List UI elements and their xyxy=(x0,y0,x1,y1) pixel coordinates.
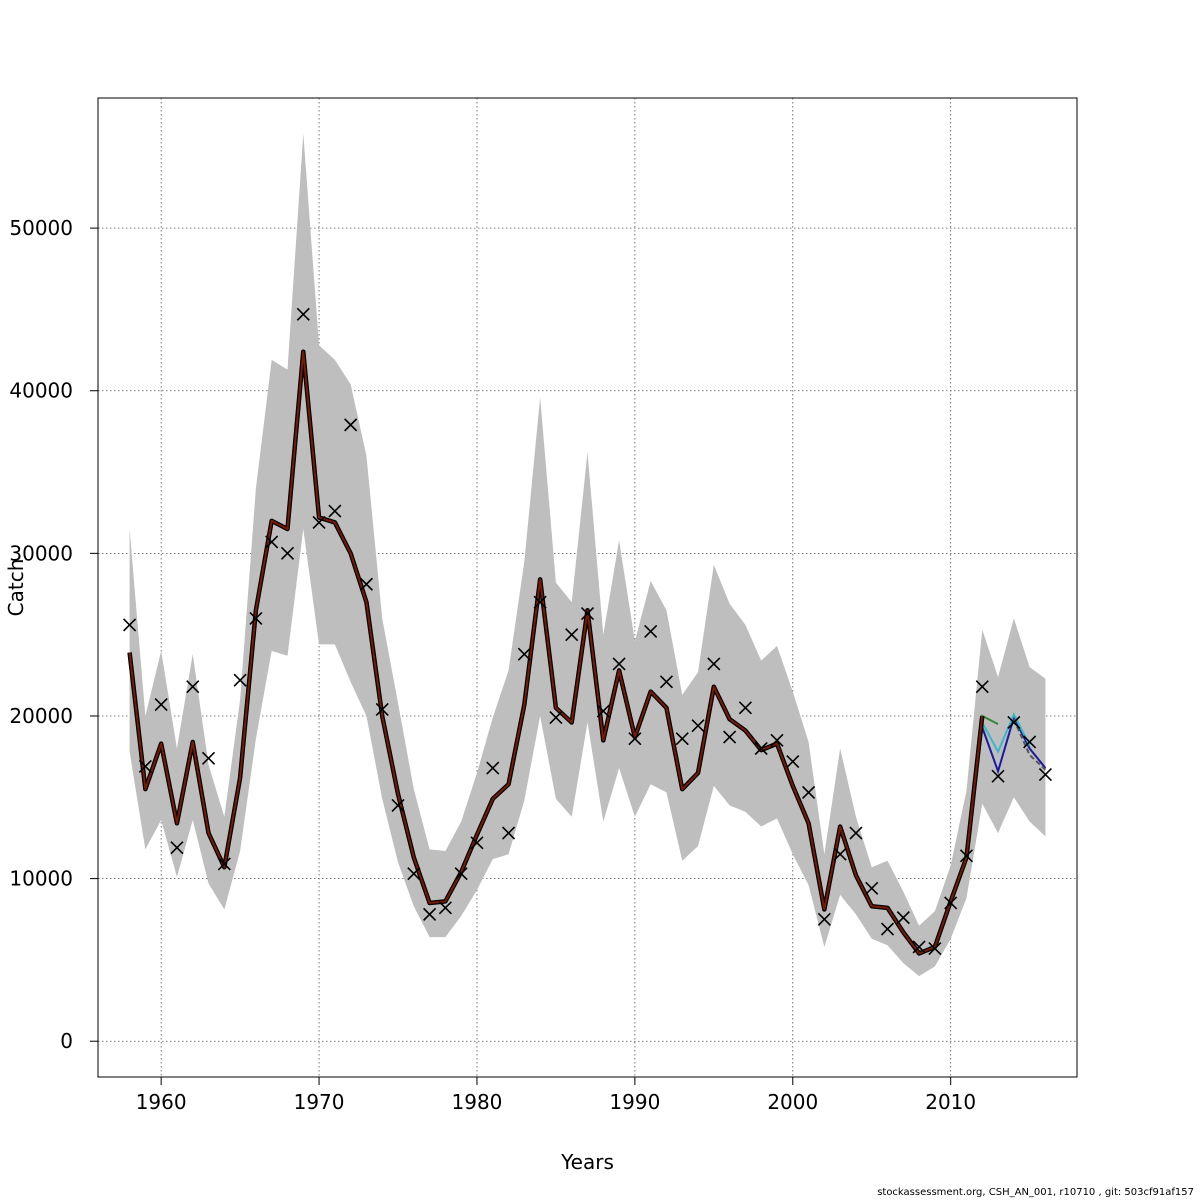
x-tick-label: 1990 xyxy=(609,1090,660,1114)
observed-point xyxy=(928,941,942,956)
observed-points xyxy=(123,307,1052,956)
observed-point xyxy=(438,901,452,915)
fitted-line xyxy=(128,350,984,955)
observed-point xyxy=(691,719,705,733)
observed-point xyxy=(865,881,879,895)
observed-point xyxy=(391,798,405,812)
observed-point xyxy=(849,826,863,840)
observed-point xyxy=(470,836,484,850)
observed-point xyxy=(501,826,516,840)
observed-point xyxy=(1038,767,1052,782)
observed-point xyxy=(517,647,531,661)
y-axis: 0 10000 20000 30000 40000 50000 xyxy=(9,216,98,1053)
y-tick-label: 30000 xyxy=(9,541,73,565)
observed-point xyxy=(170,841,184,855)
observed-point xyxy=(707,657,721,671)
x-tick-label: 1970 xyxy=(294,1090,345,1114)
observed-point xyxy=(912,940,926,954)
observed-point xyxy=(154,698,168,712)
observed-point xyxy=(880,922,895,936)
observed-point xyxy=(123,618,137,632)
plot-frame xyxy=(97,97,1078,1078)
x-tick-label: 2000 xyxy=(767,1090,818,1114)
observed-point xyxy=(407,867,421,881)
observed-point xyxy=(280,546,295,560)
observed-point xyxy=(296,307,310,321)
observed-point xyxy=(201,751,216,765)
observed-point xyxy=(723,730,737,744)
observed-point xyxy=(486,761,500,775)
observed-point xyxy=(549,711,563,725)
y-tick-label: 0 xyxy=(60,1029,73,1053)
observed-point xyxy=(186,680,200,694)
observed-point xyxy=(991,769,1005,783)
observed-point xyxy=(801,785,816,799)
observed-point xyxy=(328,504,342,518)
observed-point xyxy=(628,732,642,746)
observed-point xyxy=(344,418,358,432)
observed-point xyxy=(817,912,831,926)
footer-text: stockassessment.org, CSH_AN_001, r10710 … xyxy=(877,1187,1194,1198)
observed-point xyxy=(896,911,910,925)
observed-point xyxy=(249,611,263,625)
observed-point xyxy=(580,606,595,621)
confidence-band xyxy=(129,133,1046,977)
observed-point xyxy=(359,577,374,591)
observed-point xyxy=(375,702,389,717)
x-tick-label: 1960 xyxy=(136,1090,187,1114)
observed-point xyxy=(754,741,768,756)
x-axis: 1960 1970 1980 1990 2000 2010 xyxy=(136,1077,976,1114)
observed-point xyxy=(786,754,800,769)
observed-point xyxy=(217,857,231,871)
observed-point xyxy=(659,675,674,689)
observed-point xyxy=(312,515,326,530)
observed-point xyxy=(565,628,579,642)
y-tick-label: 50000 xyxy=(9,216,73,240)
observed-point xyxy=(675,732,689,746)
observed-point xyxy=(454,867,468,881)
observed-point xyxy=(944,896,958,910)
observed-point xyxy=(833,847,847,861)
observed-point xyxy=(1023,735,1037,749)
x-axis-title: Years xyxy=(560,1150,614,1174)
observed-point xyxy=(1007,715,1021,730)
observed-point xyxy=(975,680,989,694)
y-tick-label: 10000 xyxy=(9,867,73,891)
x-tick-label: 2010 xyxy=(925,1090,976,1114)
observed-point xyxy=(265,535,279,549)
y-tick-label: 20000 xyxy=(9,704,73,728)
x-tick-label: 1980 xyxy=(452,1090,503,1114)
observed-point xyxy=(738,701,752,715)
observed-point xyxy=(423,907,437,921)
observed-point xyxy=(644,624,658,638)
y-axis-title: Catch xyxy=(4,559,28,617)
observed-point xyxy=(612,657,626,671)
observed-point xyxy=(770,733,784,747)
observed-point xyxy=(596,704,610,718)
observed-point xyxy=(959,849,974,863)
observed-point xyxy=(233,673,247,687)
observed-point xyxy=(533,595,547,609)
y-tick-label: 40000 xyxy=(9,379,73,403)
observed-point xyxy=(138,759,152,773)
